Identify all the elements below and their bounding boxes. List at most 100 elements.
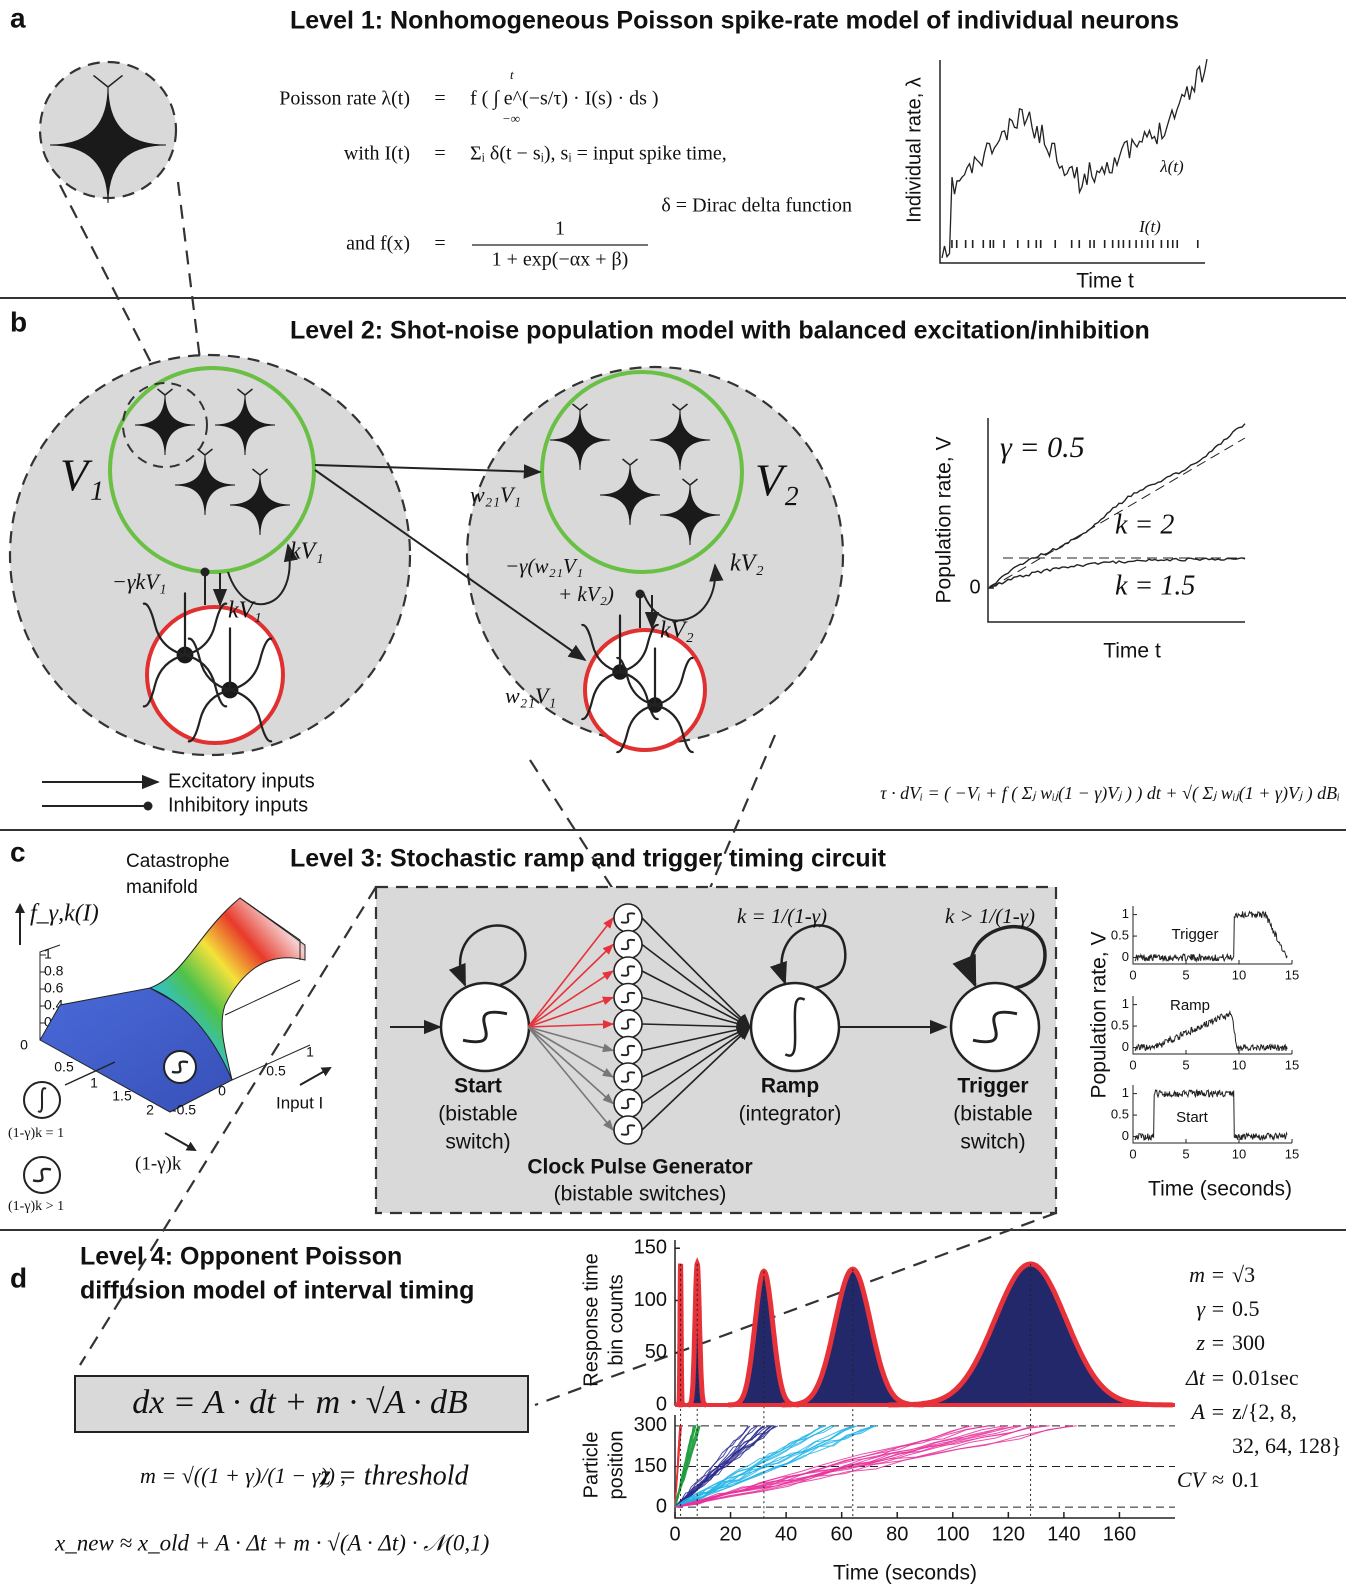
manifold-title: Catastrophe (126, 851, 230, 872)
axis-label: Input I (276, 1093, 323, 1112)
dendrite (682, 478, 698, 486)
y-tick-label: 1 (1122, 996, 1129, 1011)
y-tick-label: 0.5 (1111, 1107, 1129, 1122)
dendrite (572, 403, 588, 411)
integral-limit: −∞ (502, 111, 520, 126)
manifold-fold (148, 897, 306, 1081)
process (581, 670, 621, 721)
param-value: 0.1 (1232, 1467, 1260, 1492)
param-sign: ≈ (1212, 1467, 1224, 1492)
param-sign: = (1212, 1262, 1224, 1287)
inhibitory-pool-1 (145, 605, 285, 745)
integral-symbol (37, 1087, 47, 1113)
panel-letter: d (10, 1262, 27, 1293)
trajectory-group (674, 1425, 1077, 1508)
zoom-line (529, 759, 621, 901)
fit-curve (676, 1263, 686, 1408)
manifold-title: manifold (126, 877, 198, 898)
x-tick-label: 10 (1232, 1146, 1246, 1161)
x-tick-label: 60 (831, 1523, 853, 1545)
self-excitation (227, 543, 299, 606)
k-tick-label: 2 (146, 1102, 154, 1118)
equation-rhs: f ( ∫ e^(−s/τ) · I(s) · ds ) (470, 88, 659, 111)
axis-label: f_γ,k(I) (30, 901, 99, 927)
panel-title: Level 3: Stochastic ramp and trigger tim… (290, 845, 887, 873)
y-tick-label: 50 (645, 1341, 667, 1363)
node-label: (bistable (438, 1103, 517, 1126)
y-tick-label: 0 (1122, 1128, 1129, 1143)
manifold-edge (224, 979, 311, 1081)
panel-letter: c (10, 836, 26, 867)
trajectory (674, 1425, 1077, 1508)
equation-sign: = (434, 233, 445, 255)
panel-title: Level 1: Nonhomogeneous Poisson spike-ra… (290, 7, 1179, 35)
clock-output (641, 1020, 752, 1033)
fraction-denominator: 1 + exp(−αx + β) (492, 249, 629, 271)
process (184, 653, 228, 708)
self-excitation (642, 563, 724, 622)
clock-output (641, 970, 752, 1028)
switch-symbol (32, 1167, 52, 1183)
switch-symbol (972, 1010, 1018, 1044)
clock-input (527, 1026, 614, 1105)
clock-input (527, 943, 614, 1028)
x-tick-label: 5 (1182, 967, 1189, 982)
population-label: V₂ (755, 455, 799, 506)
node-label: Trigger (957, 1075, 1028, 1098)
trajectory (674, 1425, 1072, 1508)
k-tick-label: 1 (90, 1075, 98, 1091)
excitatory-pool-2 (540, 370, 744, 574)
y-tick-label: 0 (969, 576, 980, 598)
switch-symbol (620, 1124, 636, 1136)
clock-input (527, 996, 615, 1028)
trace-label: Ramp (1170, 997, 1210, 1014)
axis-arrow (299, 1067, 332, 1086)
equation: x_new ≈ x_old + A · Δt + m · √(A · Δt) ·… (54, 1530, 489, 1555)
neuron-highlight (122, 382, 208, 468)
legend-label: Inhibitory inputs (168, 794, 308, 816)
trajectory (674, 1425, 832, 1508)
y-tick-label: 0 (1122, 949, 1129, 964)
population-trace (1134, 910, 1288, 963)
process (142, 602, 186, 657)
clock-input (527, 970, 614, 1028)
gain-label: −γ(w₂₁V₁ (505, 554, 583, 578)
param-value: 300 (1232, 1330, 1265, 1355)
excitatory-pool-1 (108, 366, 316, 574)
fit-curve (781, 1266, 925, 1408)
curve-label: k = 1.5 (1115, 570, 1195, 601)
trajectory (674, 1425, 701, 1508)
x-tick-label: 10 (1232, 1057, 1246, 1072)
clock-output (641, 917, 752, 1029)
switch-symbol (620, 938, 636, 951)
x-tick-label: 15 (1285, 1057, 1299, 1072)
x-axis-label: Time (seconds) (833, 1562, 977, 1585)
x-tick-label: 0 (1129, 1057, 1136, 1072)
neuron (49, 86, 167, 204)
z-tick-label: 0 (20, 1037, 28, 1053)
switch-symbol (171, 1060, 189, 1074)
y-tick-label: 0 (656, 1495, 667, 1517)
y-axis-label: Individual rate, λ (903, 77, 925, 223)
process (616, 703, 656, 754)
trajectory (674, 1425, 694, 1508)
y-axis-label: bin counts (605, 1274, 627, 1365)
gain-label: kV₁ (290, 539, 324, 565)
x-tick-label: 100 (936, 1523, 969, 1545)
equation-note: δ = Dirac delta function (661, 195, 852, 217)
switch-symbol (620, 1018, 636, 1030)
x-tick-label: 0 (1129, 1146, 1136, 1161)
panel-title: diffusion model of interval timing (80, 1277, 474, 1305)
y-tick-label: 1 (1122, 1085, 1129, 1100)
clock-output (641, 1026, 752, 1105)
y-axis-label: Population rate, V (1088, 932, 1111, 1099)
y-tick-label: 100 (634, 1289, 667, 1311)
neuron (229, 474, 291, 536)
x-tick-label: 160 (1103, 1523, 1136, 1545)
neuron (134, 394, 196, 456)
trajectory (674, 1425, 826, 1508)
population-trace (1134, 1088, 1288, 1142)
process (229, 688, 273, 743)
population-equation: τ · dVᵢ = ( −Vᵢ + f ( Σⱼ wᵢⱼ(1 − γ)Vⱼ ) … (880, 783, 1340, 804)
